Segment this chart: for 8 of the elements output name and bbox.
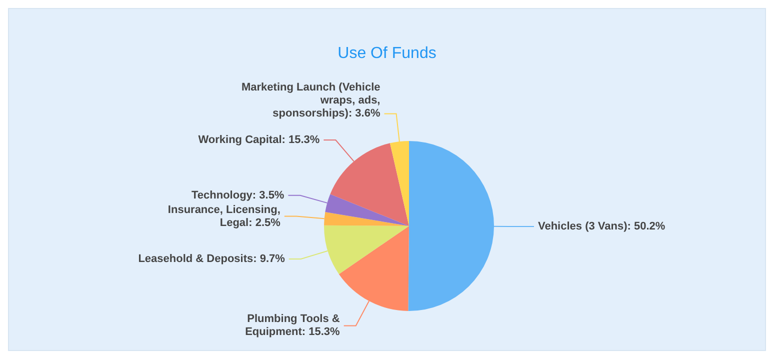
slice-label: Marketing Launch (Vehicle wraps, ads, sponsorships): 3.6% bbox=[241, 82, 380, 120]
slice-label: Insurance, Licensing, Legal: 2.5% bbox=[168, 204, 281, 229]
slice-label: Plumbing Tools & Equipment: 15.3% bbox=[245, 313, 340, 338]
slice-label: Technology: 3.5% bbox=[192, 189, 284, 202]
slice-label: Vehicles (3 Vans): 50.2% bbox=[538, 220, 666, 233]
chart-title: Use Of Funds bbox=[336, 45, 438, 63]
slice-label: Leasehold & Deposits: 9.7% bbox=[138, 253, 286, 266]
slice-label: Working Capital: 15.3% bbox=[198, 134, 320, 146]
